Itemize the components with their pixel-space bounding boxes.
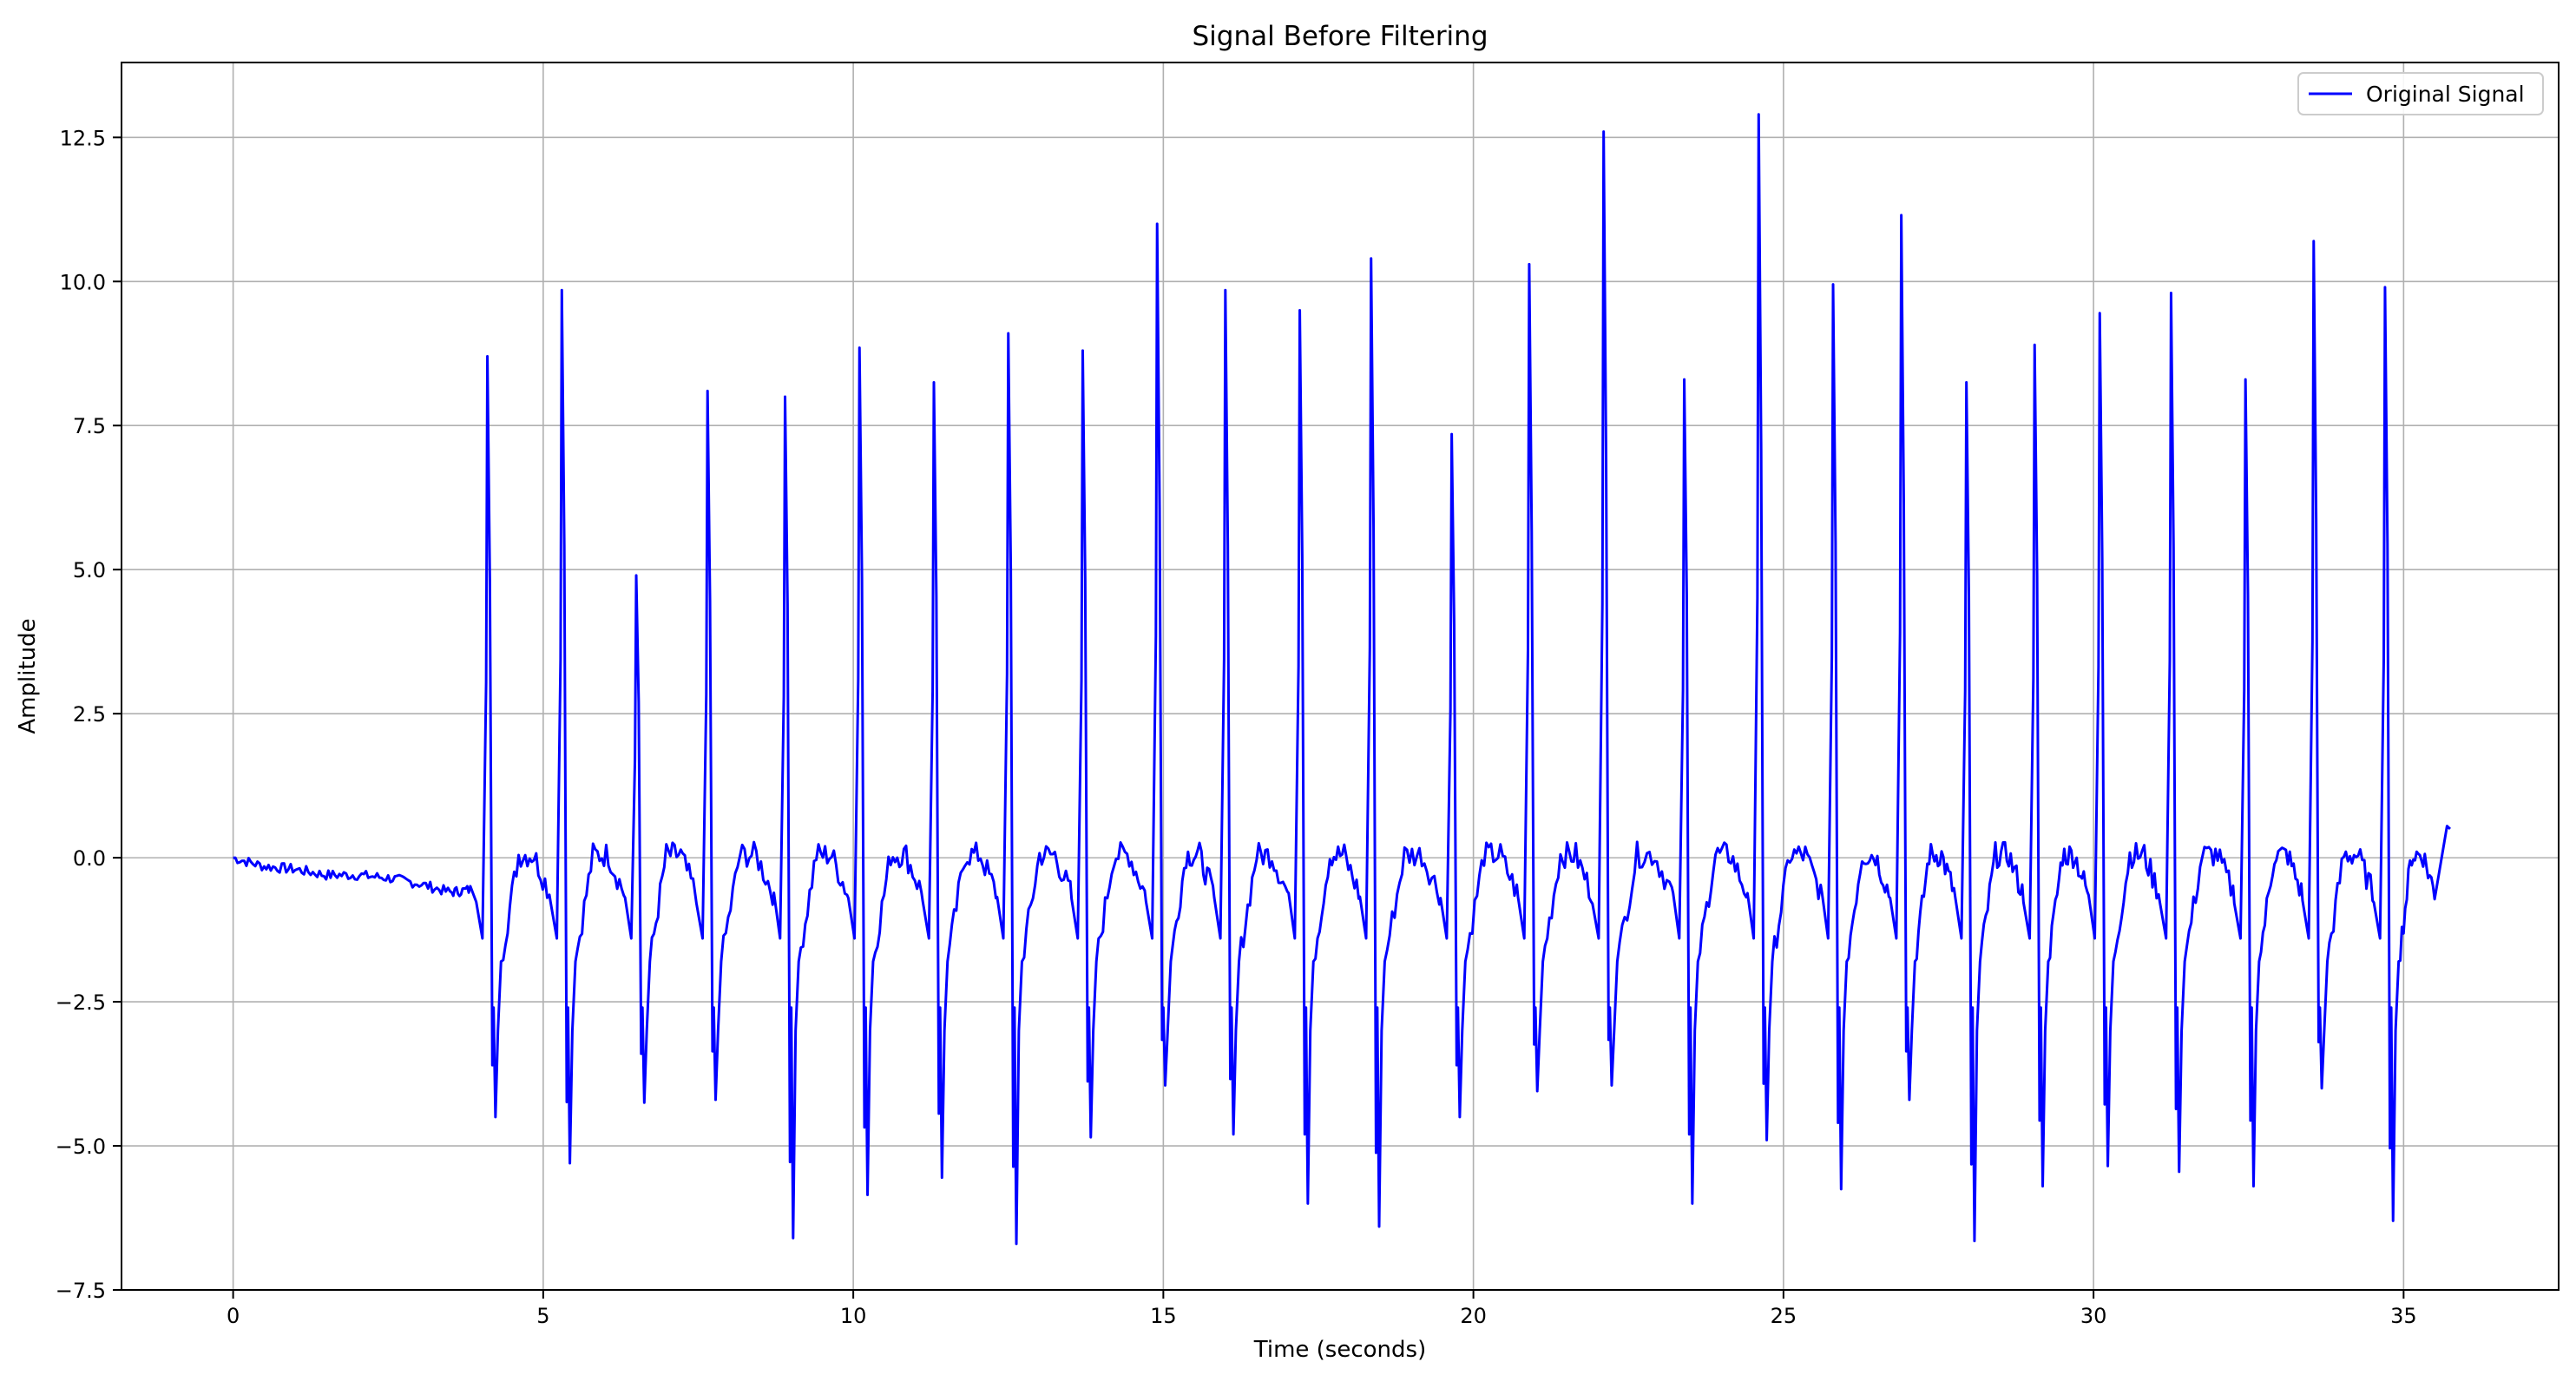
ticks: 0 5 10 15 20 25 30 35 −7.5 −5.0 −2.5 0.0 2.5 5.0 7.5 10…: [56, 126, 2417, 1328]
x-tick-label: 35: [2390, 1304, 2417, 1328]
y-axis-label: Amplitude: [15, 618, 41, 734]
axes-frame: [121, 62, 2560, 1291]
y-tick-label: −5.0: [56, 1135, 106, 1159]
y-tick-label: −7.5: [56, 1279, 106, 1303]
plot-area: [233, 113, 2451, 1246]
y-tick-label: 5.0: [73, 558, 106, 582]
y-tick-label: 10.0: [60, 270, 106, 294]
legend: Original Signal: [2297, 72, 2544, 115]
x-tick-label: 15: [1150, 1304, 1177, 1328]
x-tick-label: 10: [840, 1304, 867, 1328]
y-tick-label: 7.5: [73, 414, 106, 438]
y-tick-label: 2.5: [73, 702, 106, 727]
series-line-original-signal: [233, 113, 2451, 1246]
legend-label: Original Signal: [2366, 82, 2525, 107]
x-tick-label: 20: [1460, 1304, 1487, 1328]
grid: [122, 62, 2559, 1291]
chart-title: Signal Before Filtering: [1193, 21, 1488, 52]
x-tick-label: 0: [227, 1304, 240, 1328]
x-axis-label: Time (seconds): [1253, 1337, 1426, 1363]
y-tick-label: 0.0: [73, 846, 106, 871]
y-tick-label: −2.5: [56, 990, 106, 1015]
x-tick-label: 30: [2080, 1304, 2107, 1328]
legend-box: [2297, 72, 2544, 115]
x-tick-label: 5: [536, 1304, 549, 1328]
x-tick-label: 25: [1771, 1304, 1797, 1328]
y-tick-label: 12.5: [60, 126, 106, 150]
